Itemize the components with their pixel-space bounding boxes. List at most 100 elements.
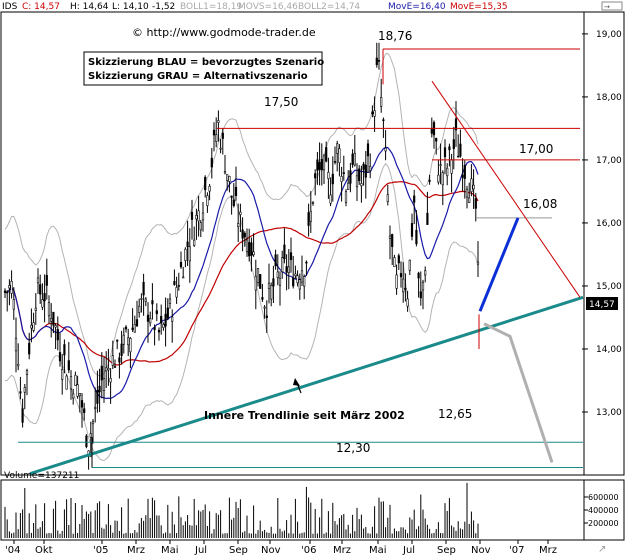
corner-arrow-icon-frame bbox=[601, 1, 623, 11]
time-tick-label: Mrz bbox=[333, 545, 351, 556]
candle-body bbox=[127, 337, 130, 346]
candle-body bbox=[397, 255, 400, 264]
candle-body bbox=[162, 324, 165, 328]
volume-tick-label: 400000 bbox=[588, 506, 619, 515]
candle-body bbox=[256, 268, 260, 283]
candle-body bbox=[212, 129, 216, 136]
annotation-18-76: 18,76 bbox=[378, 29, 412, 43]
candle-body bbox=[96, 389, 99, 404]
candle-body bbox=[166, 307, 169, 319]
candle-body bbox=[120, 343, 123, 356]
candle-body bbox=[340, 176, 343, 182]
candle-body bbox=[351, 153, 354, 165]
candle-body bbox=[430, 128, 433, 134]
price-tick-label: 15,00 bbox=[596, 282, 622, 292]
candle-body bbox=[177, 285, 180, 287]
annotation-16-08: 16,08 bbox=[523, 197, 557, 211]
candle-body bbox=[404, 287, 407, 290]
header-close: C: 14,57 bbox=[22, 2, 60, 12]
candle-body bbox=[402, 278, 405, 293]
volume-label: Volume=137211 bbox=[4, 471, 79, 481]
candle-body bbox=[135, 319, 139, 327]
candle-body bbox=[371, 111, 374, 115]
candle-body bbox=[278, 277, 282, 286]
time-tick-label: Sep bbox=[229, 545, 248, 556]
candle-body bbox=[83, 408, 86, 414]
candle-body bbox=[452, 139, 455, 149]
candle-body bbox=[140, 298, 143, 300]
candle-body bbox=[421, 281, 425, 291]
candle-body bbox=[366, 143, 370, 157]
candle-body bbox=[67, 360, 70, 371]
candle-body bbox=[259, 274, 262, 289]
candle-body bbox=[303, 276, 306, 287]
candle-body bbox=[171, 316, 174, 322]
candle-body bbox=[50, 317, 53, 322]
candle-body bbox=[241, 229, 244, 239]
scenario-grey-arrow bbox=[483, 322, 554, 463]
candle-body bbox=[307, 212, 310, 226]
candle-body bbox=[197, 210, 200, 222]
candle-body bbox=[443, 147, 447, 158]
candle-body bbox=[358, 168, 361, 182]
candle-body bbox=[305, 261, 308, 264]
candle-body bbox=[41, 299, 44, 308]
candle-body bbox=[355, 175, 359, 188]
price-tick-label: 17,00 bbox=[596, 156, 622, 166]
time-tick-label: Jul bbox=[194, 545, 207, 556]
candle-body bbox=[54, 325, 57, 328]
candle-body bbox=[129, 338, 132, 353]
candle-body bbox=[118, 357, 121, 363]
candle-body bbox=[325, 147, 328, 162]
candle-body bbox=[424, 270, 427, 276]
candle-body bbox=[111, 355, 114, 366]
candle-body bbox=[138, 305, 141, 313]
price-tick-label: 16,00 bbox=[596, 219, 622, 229]
candle-body bbox=[78, 393, 81, 397]
candle-body bbox=[45, 274, 48, 286]
trendline-label: Innere Trendlinie seit März 2002 bbox=[204, 409, 405, 422]
time-tick-label: Mai bbox=[161, 545, 179, 556]
candle-body bbox=[160, 315, 163, 324]
candle-body bbox=[102, 378, 106, 391]
candle-body bbox=[428, 179, 431, 182]
candle-body bbox=[201, 212, 205, 221]
grid-lines bbox=[582, 33, 584, 413]
candle-body bbox=[175, 287, 178, 298]
candle-body bbox=[208, 185, 211, 192]
header-move2: MovE=15,35 bbox=[450, 2, 508, 12]
candle-body bbox=[450, 159, 453, 174]
candle-body bbox=[245, 239, 249, 252]
candle-body bbox=[377, 60, 381, 62]
volume-tick-label: 600000 bbox=[588, 493, 619, 502]
price-bars bbox=[3, 42, 480, 470]
downtrend-line bbox=[431, 80, 581, 298]
candle-body bbox=[8, 285, 11, 289]
candle-body bbox=[10, 281, 13, 294]
candle-body bbox=[58, 352, 62, 362]
candle-body bbox=[69, 375, 73, 390]
candle-body bbox=[206, 195, 209, 206]
candle-body bbox=[223, 171, 227, 174]
candle-body bbox=[91, 421, 95, 425]
candle-body bbox=[408, 259, 411, 271]
trendline-pointer-head bbox=[293, 378, 300, 386]
candle-body bbox=[333, 161, 337, 163]
corner-logo-icon: ↗ bbox=[598, 544, 606, 555]
candle-body bbox=[142, 281, 145, 296]
candle-body bbox=[113, 366, 117, 368]
candle-body bbox=[254, 275, 257, 291]
candle-body bbox=[457, 155, 460, 158]
candle-body bbox=[210, 157, 213, 168]
candle-body bbox=[472, 184, 475, 190]
corner-arrow-icon: → bbox=[604, 3, 610, 11]
candle-body bbox=[32, 322, 35, 331]
candle-body bbox=[199, 222, 202, 231]
candle-body bbox=[276, 271, 279, 278]
last-price-tag bbox=[586, 297, 618, 310]
candle-body bbox=[234, 186, 238, 196]
candle-body bbox=[329, 194, 332, 204]
candle-body bbox=[30, 324, 33, 329]
candle-body bbox=[34, 307, 37, 311]
candle-body bbox=[292, 277, 295, 287]
